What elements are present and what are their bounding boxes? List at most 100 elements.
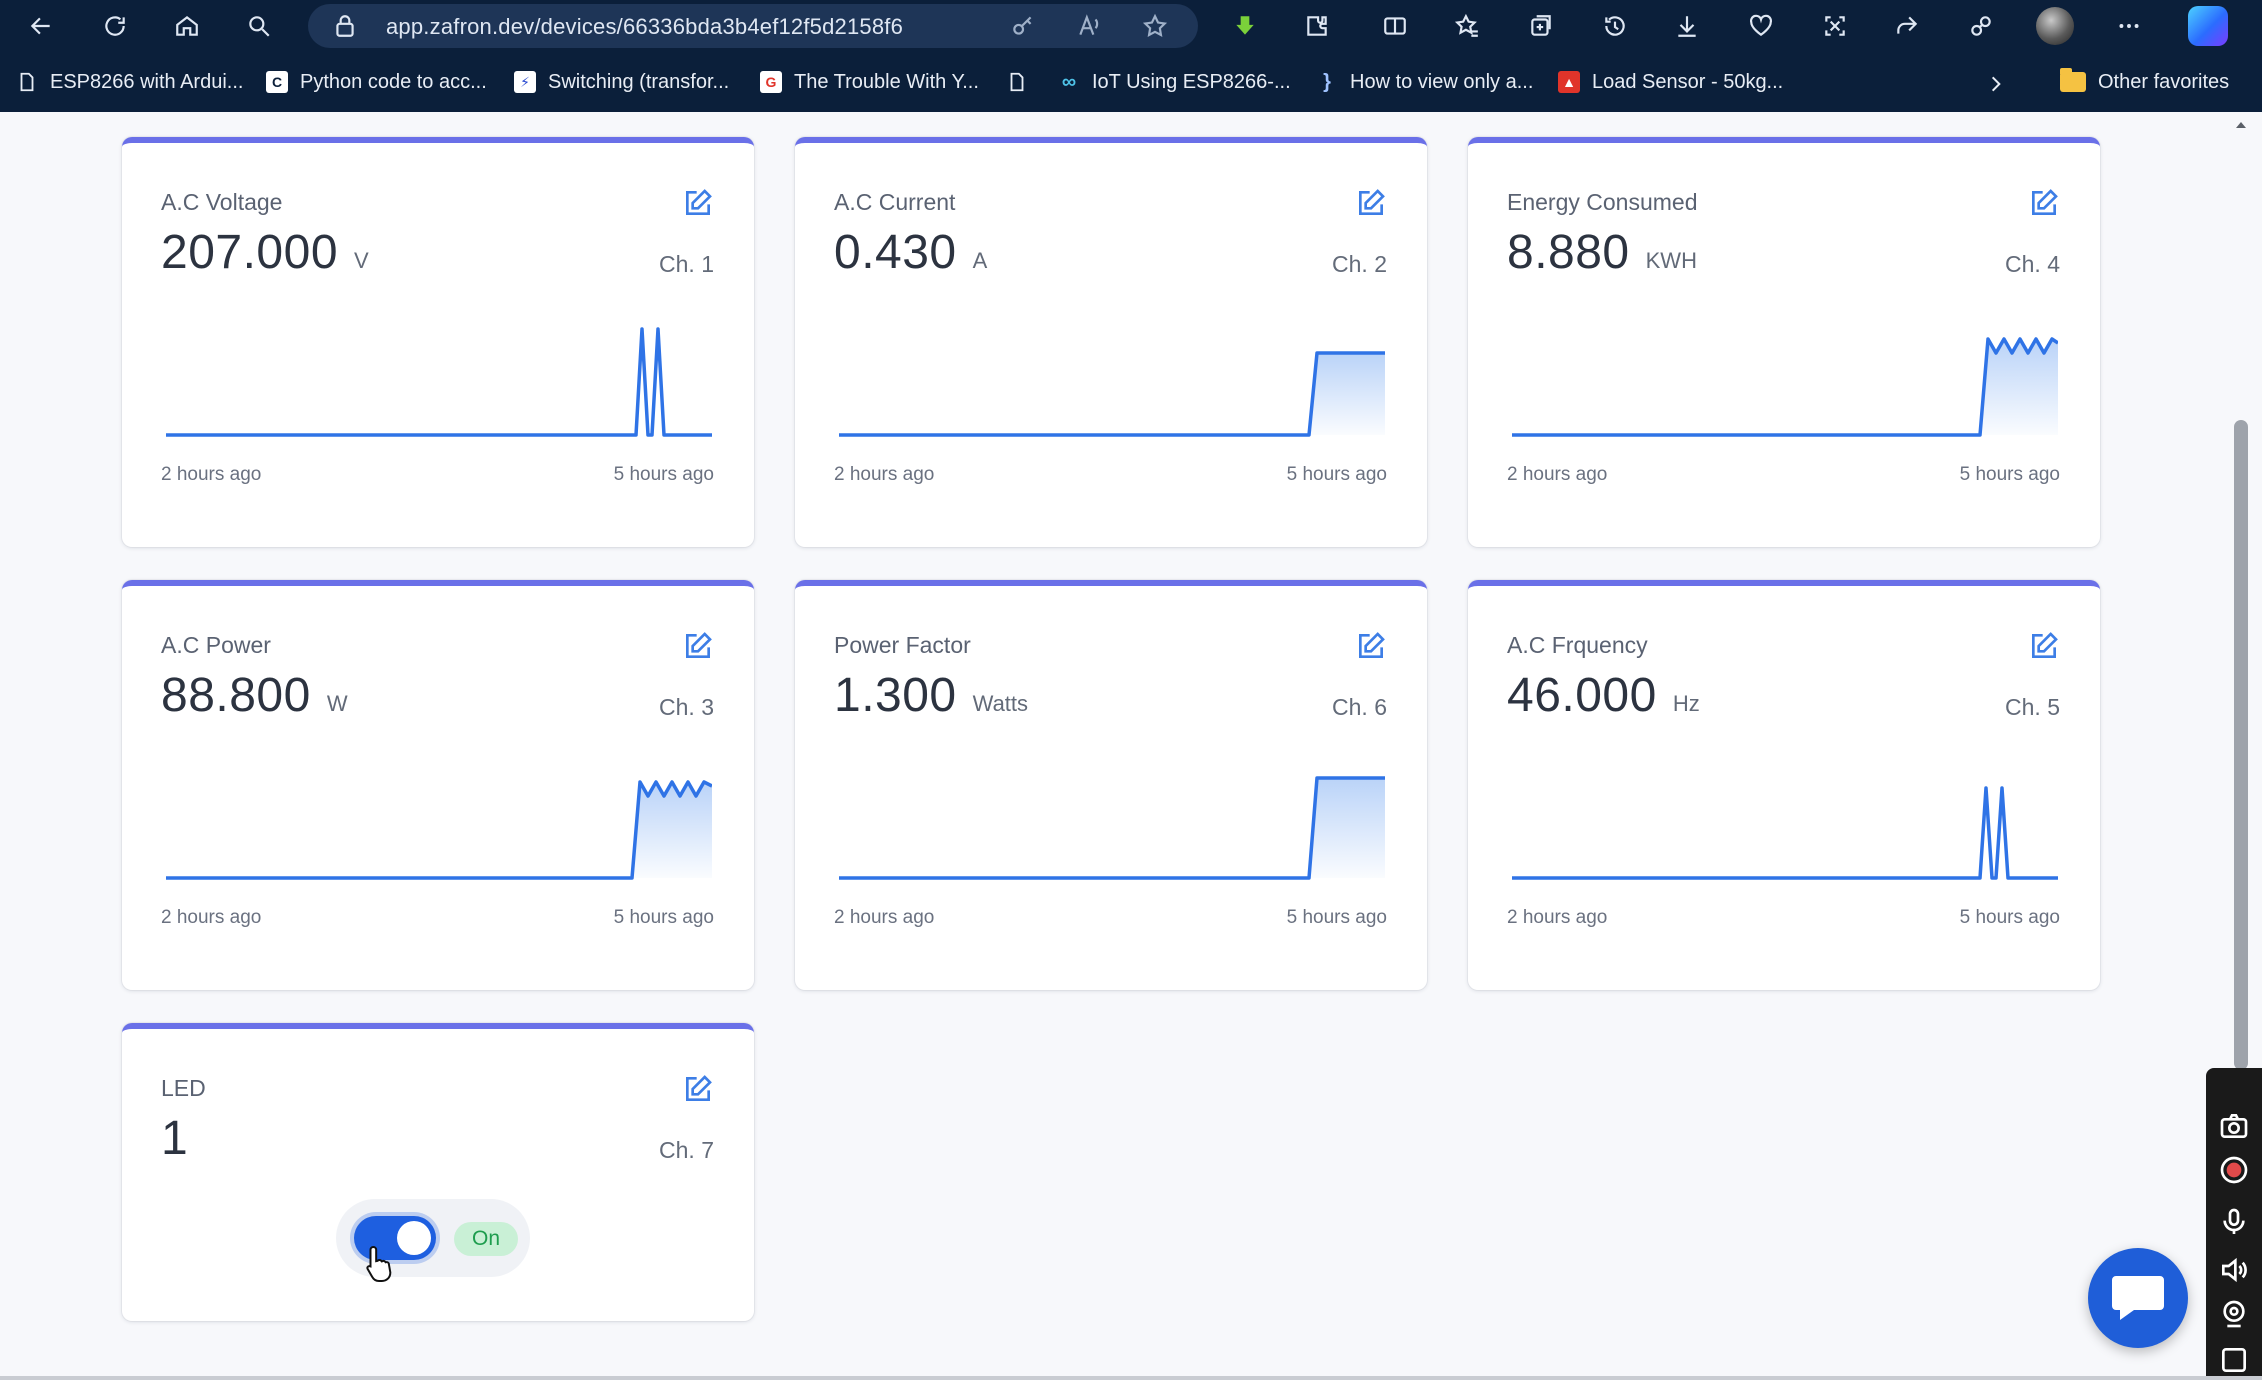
bookmark-label: How to view only a...: [1350, 70, 1534, 93]
time-end-label: 5 hours ago: [1959, 464, 2060, 485]
widget-unit: A: [972, 248, 988, 273]
browser-essentials-icon[interactable]: [1962, 7, 2000, 45]
share-icon[interactable]: [1888, 7, 1926, 45]
bookmark-label: Python code to acc...: [300, 70, 487, 93]
record-icon[interactable]: [2218, 1154, 2250, 1186]
edit-icon[interactable]: [2028, 630, 2060, 662]
chat-icon: [2112, 1276, 2164, 1320]
history-icon[interactable]: [1596, 7, 1634, 45]
collections-icon[interactable]: [1522, 7, 1560, 45]
download-extension-icon[interactable]: [1226, 7, 1264, 45]
microphone-icon[interactable]: [2218, 1206, 2250, 1238]
widget-channel: Ch. 5: [2005, 694, 2060, 720]
time-start-label: 2 hours ago: [1507, 907, 1608, 928]
bookmark-label: The Trouble With Y...: [794, 70, 979, 93]
performance-icon[interactable]: [1742, 7, 1780, 45]
led-toggle-switch[interactable]: [354, 1216, 436, 1260]
time-end-label: 5 hours ago: [1286, 907, 1387, 928]
widget-value: 207.000 V: [161, 226, 369, 279]
bookmark-item[interactable]: ▲ Load Sensor - 50kg...: [1558, 68, 1783, 96]
profile-avatar[interactable]: [2036, 7, 2074, 45]
bookmark-item[interactable]: C Python code to acc...: [266, 68, 487, 96]
widget-card-energy-consumed: Energy Consumed 8.880 KWH Ch. 4 2 hours a…: [1468, 137, 2100, 547]
time-end-label: 5 hours ago: [1286, 464, 1387, 485]
back-icon[interactable]: [22, 7, 60, 45]
time-start-label: 2 hours ago: [161, 464, 262, 485]
widget-value: 1.300 Watts: [834, 669, 1029, 722]
edit-icon[interactable]: [682, 630, 714, 662]
time-start-label: 2 hours ago: [1507, 464, 1608, 485]
edit-icon[interactable]: [1355, 187, 1387, 219]
widget-channel: Ch. 6: [1332, 694, 1387, 720]
bookmark-item[interactable]: ∞ IoT Using ESP8266-...: [1058, 68, 1291, 96]
led-toggle-group: On: [336, 1199, 530, 1277]
page-icon: [1010, 72, 1024, 92]
bookmark-item: [1006, 68, 1028, 96]
time-start-label: 2 hours ago: [834, 907, 935, 928]
bookmark-item[interactable]: G The Trouble With Y...: [760, 68, 979, 96]
time-start-label: 2 hours ago: [834, 464, 935, 485]
key-icon[interactable]: [1010, 13, 1036, 39]
widget-card-power-factor: Power Factor 1.300 Watts Ch. 6 2 hours ag…: [795, 580, 1427, 990]
sparkline-chart: [1512, 337, 2058, 437]
recorder-side-panel: [2206, 1068, 2262, 1380]
bookmark-label: ESP8266 with Ardui...: [50, 70, 244, 93]
refresh-icon[interactable]: [96, 7, 134, 45]
downloads-icon[interactable]: [1668, 7, 1706, 45]
bookmark-item[interactable]: } How to view only a...: [1316, 68, 1533, 96]
chat-button[interactable]: [2088, 1248, 2188, 1348]
other-favorites-label: Other favorites: [2098, 70, 2230, 93]
widget-title: Power Factor: [834, 632, 971, 658]
lock-icon[interactable]: [332, 13, 358, 39]
more-options-icon[interactable]: [2110, 7, 2148, 45]
widget-value: 8.880 KWH: [1507, 226, 1697, 279]
other-favorites[interactable]: Other favorites: [2060, 68, 2229, 96]
widget-channel: Ch. 4: [2005, 251, 2060, 277]
read-aloud-icon[interactable]: [1076, 13, 1102, 39]
edit-icon[interactable]: [2028, 187, 2060, 219]
edit-icon[interactable]: [682, 187, 714, 219]
widget-card-ac-power: A.C Power 88.800 W Ch. 3 2 hours ago 5 ho…: [122, 580, 754, 990]
sparkline-chart: [839, 351, 1385, 437]
camera-icon[interactable]: [2218, 1110, 2250, 1142]
sparkline-chart: [839, 776, 1385, 880]
home-icon[interactable]: [168, 7, 206, 45]
split-screen-icon[interactable]: [1376, 7, 1414, 45]
bookmarks-bar: ESP8266 with Ardui... C Python code to a…: [0, 60, 2262, 104]
hand-cursor-icon: [366, 1246, 392, 1282]
speaker-icon[interactable]: [2218, 1254, 2250, 1286]
widget-channel: Ch. 3: [659, 694, 714, 720]
widget-value: 0.430 A: [834, 226, 988, 279]
window-icon[interactable]: [2218, 1344, 2250, 1376]
widget-unit: KWH: [1645, 248, 1697, 273]
page-scrollbar-thumb[interactable]: [2234, 420, 2248, 1070]
screenshot-icon[interactable]: [1816, 7, 1854, 45]
toggle-state-badge: On: [454, 1222, 518, 1256]
time-start-label: 2 hours ago: [161, 907, 262, 928]
scroll-up-arrow-icon[interactable]: [2234, 118, 2248, 132]
widget-title: A.C Voltage: [161, 189, 283, 215]
address-bar[interactable]: app.zafron.dev/devices/66336bda3b4ef12f5…: [308, 4, 1198, 48]
widget-card-ac-voltage: A.C Voltage 207.000 V Ch. 1 2 hours ago 5…: [122, 137, 754, 547]
bookmark-item[interactable]: ESP8266 with Ardui...: [16, 68, 243, 96]
widget-card-ac-frequency: A.C Frquency 46.000 Hz Ch. 5 2 hours ago …: [1468, 580, 2100, 990]
bookmark-item[interactable]: ⚡ Switching (transfor...: [514, 68, 729, 96]
url-text[interactable]: app.zafron.dev/devices/66336bda3b4ef12f5…: [386, 14, 904, 39]
edit-icon[interactable]: [682, 1073, 714, 1105]
widget-channel: Ch. 1: [659, 251, 714, 277]
bookmark-label: Load Sensor - 50kg...: [1592, 70, 1784, 93]
edit-icon[interactable]: [1355, 630, 1387, 662]
site-favicon-icon: ⚡: [514, 71, 536, 93]
copilot-icon[interactable]: [2188, 6, 2228, 46]
search-icon[interactable]: [240, 7, 278, 45]
time-end-label: 5 hours ago: [1959, 907, 2060, 928]
extensions-icon[interactable]: [1298, 7, 1336, 45]
widget-card-led: LED 1 Ch. 7 On: [122, 1023, 754, 1321]
chevron-right-icon[interactable]: [1986, 74, 2006, 94]
webcam-icon[interactable]: [2218, 1298, 2250, 1330]
favorite-star-icon[interactable]: [1142, 13, 1168, 39]
widget-channel: Ch. 7: [659, 1137, 714, 1163]
favorites-icon[interactable]: [1448, 7, 1486, 45]
brace-favicon-icon: }: [1323, 70, 1331, 93]
widget-unit: Hz: [1672, 691, 1700, 716]
